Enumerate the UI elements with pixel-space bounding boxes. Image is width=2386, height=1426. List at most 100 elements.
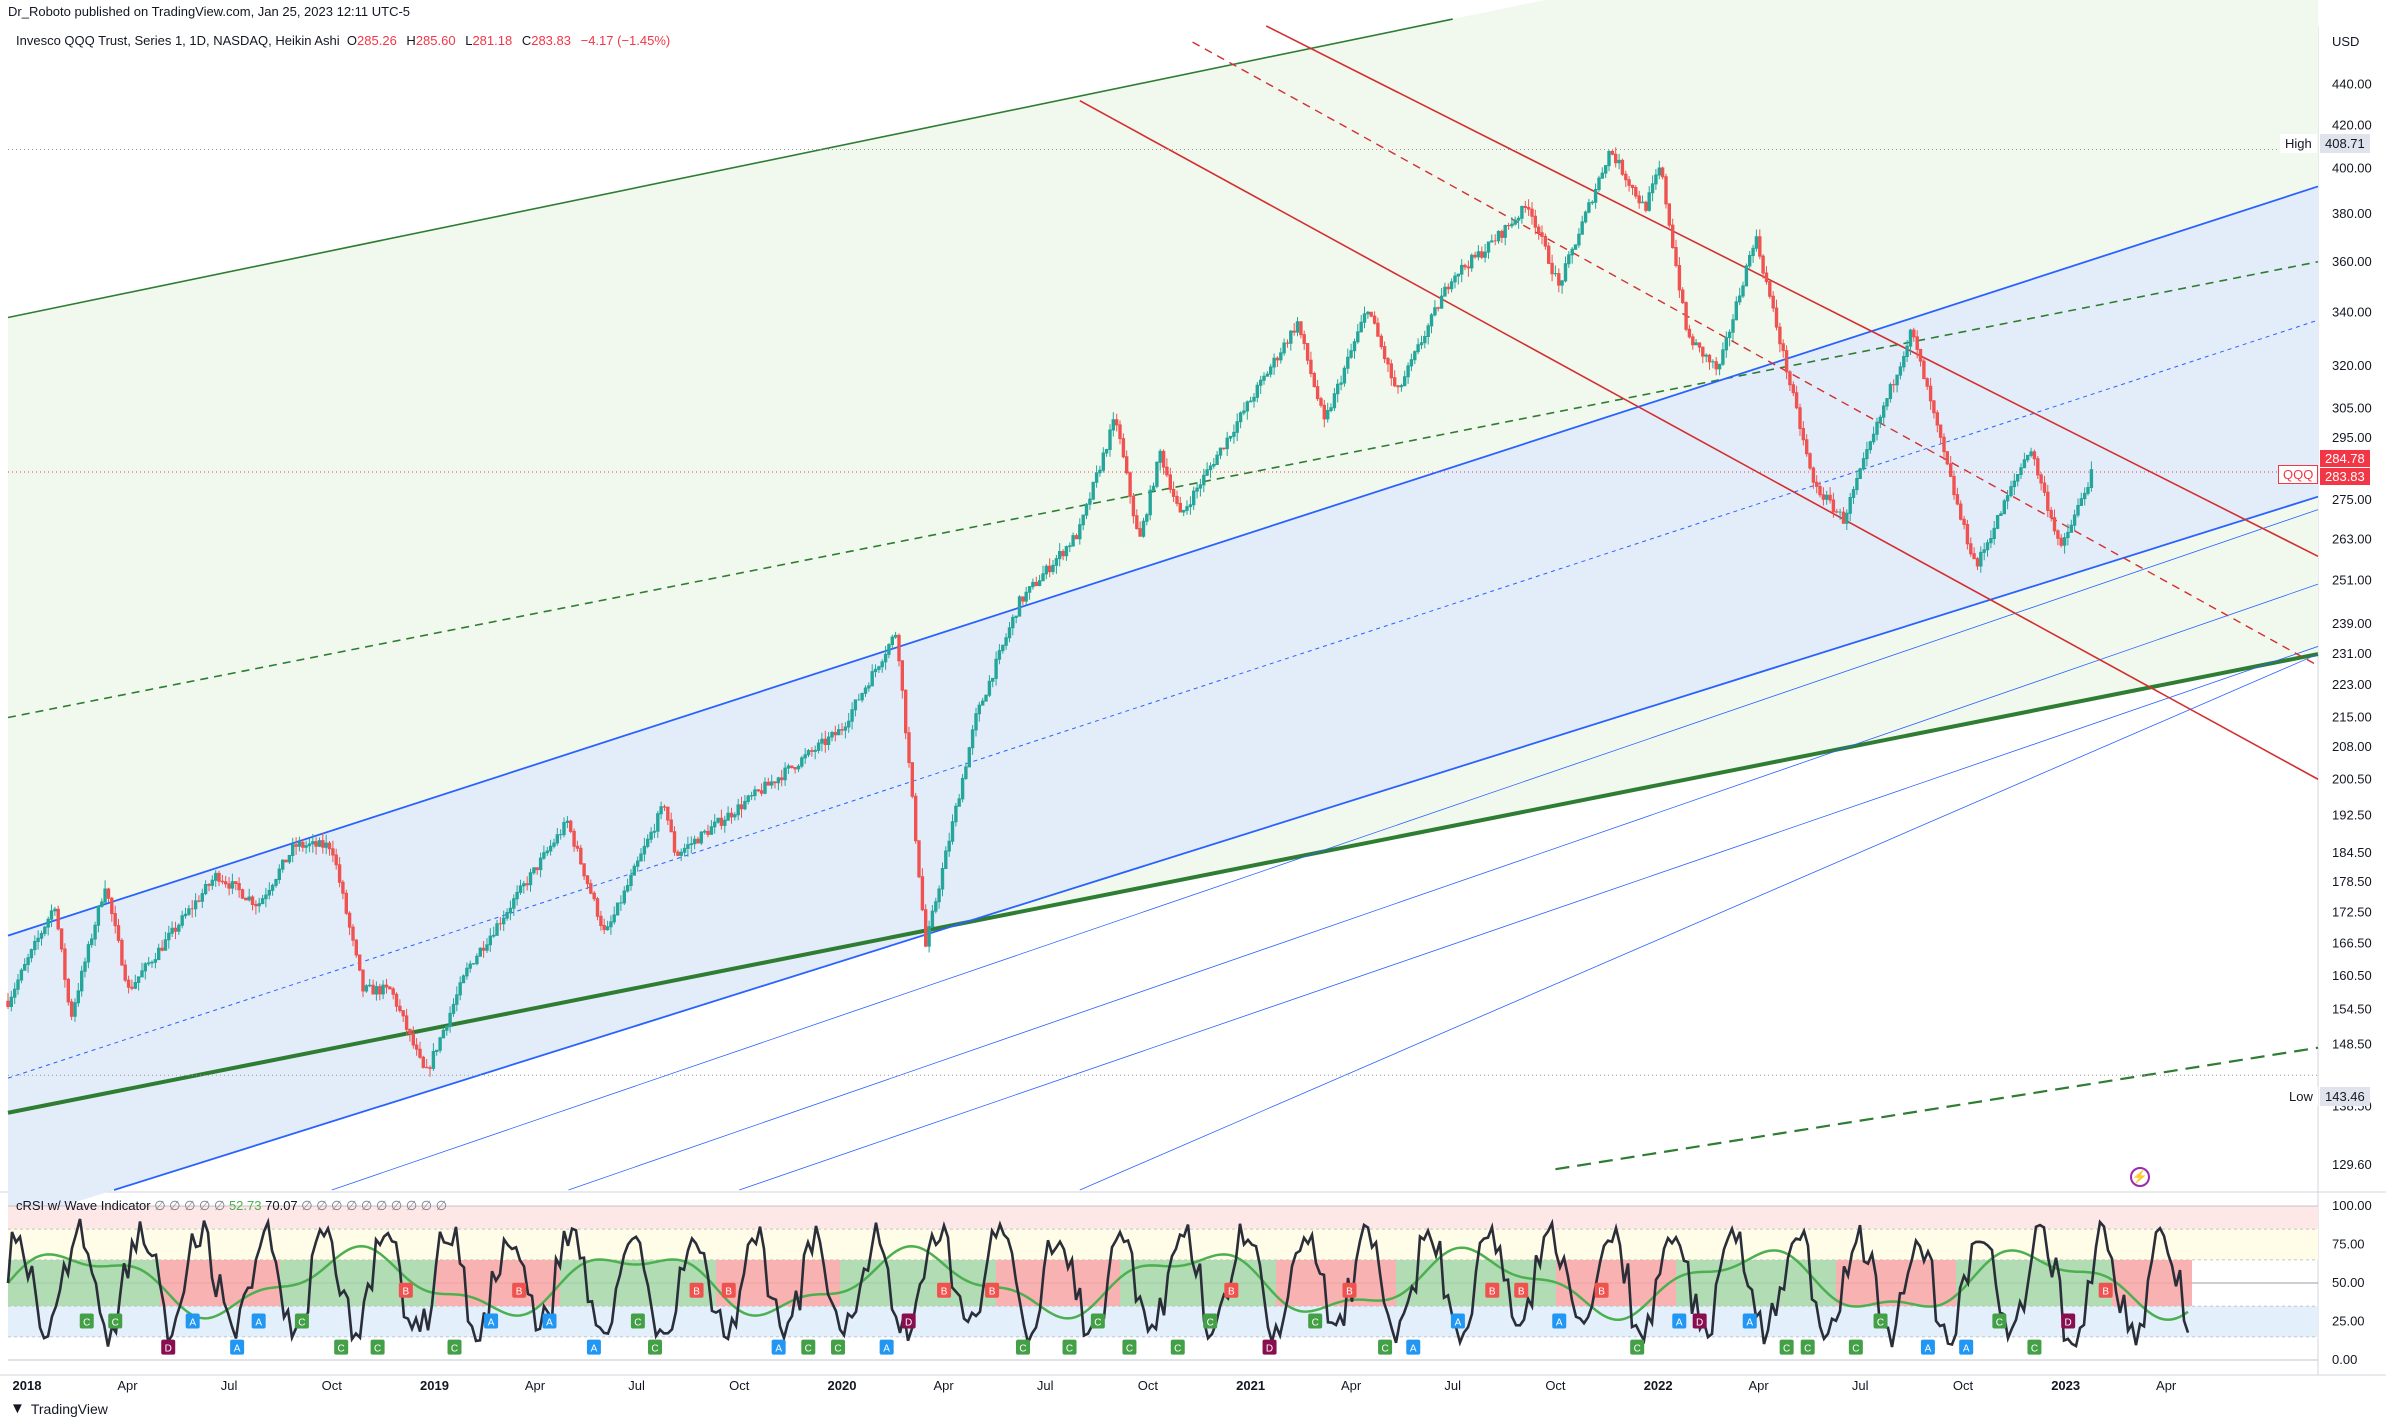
wave-band-segment [2040, 1259, 2044, 1307]
price-candle [1084, 503, 1089, 520]
price-candle [1188, 496, 1193, 515]
price-candle [703, 829, 707, 835]
price-candle [56, 905, 60, 931]
indicator-extra-icons[interactable]: ∅ ∅ ∅ ∅ ∅ ∅ ∅ ∅ ∅ ∅ [301, 1198, 448, 1213]
price-candle [83, 957, 87, 978]
signal-marker-a: A [879, 1339, 894, 1355]
footer-brand[interactable]: ▼ TradingView [10, 1400, 108, 1417]
price-candle [1815, 475, 1819, 494]
wave-band-segment [324, 1259, 328, 1307]
signal-marker-label: B [693, 1287, 700, 1298]
wave-band-segment [1240, 1259, 1244, 1307]
price-candle [1959, 500, 1963, 521]
signal-marker-box [251, 1313, 266, 1329]
wave-band-segment [1980, 1259, 1984, 1307]
wave-band-segment [1512, 1259, 1516, 1307]
price-candle [1677, 257, 1682, 298]
price-candle [358, 954, 362, 972]
price-candle [1259, 375, 1263, 394]
price-candle [448, 1006, 452, 1033]
wave-band-segment [2080, 1259, 2084, 1307]
indicator-settings-icons[interactable]: ∅ ∅ ∅ ∅ ∅ [154, 1198, 226, 1213]
signal-marker-label: C [298, 1318, 305, 1329]
lightning-icon[interactable]: ⚡ [2130, 1167, 2150, 1187]
price-candle [2052, 509, 2057, 535]
wave-band-segment [1012, 1259, 1016, 1307]
price-candle [522, 880, 526, 894]
wave-band-segment [1732, 1259, 1736, 1307]
wave-band-segment [876, 1259, 880, 1307]
price-candle [1691, 333, 1695, 350]
wave-band-segment [924, 1259, 928, 1307]
price-candle [1741, 281, 1745, 299]
wave-band-segment [1404, 1259, 1408, 1307]
wave-band-segment [652, 1259, 656, 1307]
wave-band-segment [88, 1259, 92, 1307]
signal-marker-a: A [484, 1313, 499, 1329]
signal-marker-b: B [398, 1282, 413, 1298]
signal-marker-label: C [1312, 1318, 1319, 1329]
price-candle [1007, 622, 1012, 643]
wave-band-segment [956, 1259, 960, 1307]
wave-band-segment [2096, 1259, 2100, 1307]
signal-marker-box [1378, 1339, 1393, 1355]
price-candle [1041, 565, 1045, 582]
time-tick-label: 2020 [828, 1378, 857, 1393]
wave-band-segment [312, 1259, 316, 1307]
price-candle [1285, 339, 1290, 348]
price-candle [1751, 244, 1755, 263]
price-candle [1362, 306, 1367, 329]
price-candle [669, 812, 673, 833]
price-tick-label: 215.00 [2332, 710, 2372, 725]
wave-band-segment [1444, 1259, 1448, 1307]
time-tick-label: Jul [1037, 1378, 1054, 1393]
signal-marker-label: B [1598, 1287, 1605, 1298]
wave-band-segment [504, 1259, 508, 1307]
price-candle [1607, 150, 1611, 172]
wave-band-segment [116, 1259, 120, 1307]
wave-band-segment [1368, 1259, 1372, 1307]
signal-marker-c: C [1848, 1339, 1863, 1355]
price-candle [920, 868, 925, 912]
price-candle [904, 689, 908, 740]
blue-fan-line-2 [568, 583, 2319, 1191]
signal-marker-a: A [185, 1313, 200, 1329]
wave-band-segment [12, 1259, 16, 1307]
signal-marker-c: C [1170, 1339, 1185, 1355]
price-candle [220, 874, 225, 885]
wave-band-segment [832, 1259, 836, 1307]
price-candle [1165, 458, 1169, 478]
price-candle [1972, 547, 1976, 560]
signal-marker-label: B [1228, 1287, 1235, 1298]
price-candle [743, 795, 747, 811]
wave-band-segment [1168, 1259, 1172, 1307]
price-candle [43, 925, 47, 937]
wave-band-segment [380, 1259, 384, 1307]
price-candle [1962, 515, 1966, 530]
price-candle [1403, 370, 1407, 387]
wave-band-segment [248, 1259, 252, 1307]
wave-band-segment [1176, 1259, 1180, 1307]
price-candle [1058, 543, 1062, 567]
wave-band-segment [188, 1259, 192, 1307]
wave-band-segment [1284, 1259, 1288, 1307]
signal-marker-c: C [1015, 1339, 1030, 1355]
price-candle [1098, 465, 1102, 477]
price-candle [2026, 454, 2030, 463]
price-candle [230, 873, 235, 895]
price-candle [2066, 523, 2070, 546]
high-tag-value: 408.71 [2320, 134, 2370, 153]
wave-band-segment [1372, 1259, 1376, 1307]
price-candle [16, 974, 20, 995]
price-candle [29, 948, 34, 963]
wave-band-segment [900, 1259, 904, 1307]
signal-marker-label: D [1266, 1344, 1273, 1355]
wave-band-segment [1748, 1259, 1752, 1307]
price-candle [1225, 431, 1229, 456]
price-tick-label: 166.50 [2332, 936, 2372, 951]
price-tick-label: 184.50 [2332, 845, 2372, 860]
price-candle [1557, 268, 1561, 293]
price-candle [1145, 512, 1149, 526]
wave-band-segment [1436, 1259, 1440, 1307]
